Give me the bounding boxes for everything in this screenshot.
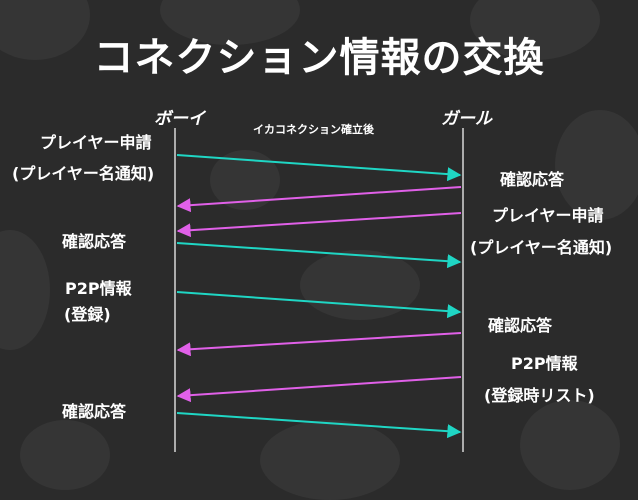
boy-final-ack-label: 確認応答 xyxy=(62,402,127,421)
girl-p2p-label: P2P情報 xyxy=(511,354,578,373)
msg-ack-return-2-arrow xyxy=(176,332,462,357)
boy-p2p-label: P2P情報 xyxy=(65,279,132,298)
boy-p2p-sub-label: (登録) xyxy=(64,305,111,324)
msg-final-ack-arrow xyxy=(176,412,462,439)
girl-ack-2-label: 確認応答 xyxy=(488,316,553,335)
girl-ack-label: 確認応答 xyxy=(500,170,565,189)
girl-player-request-label: プレイヤー申請 xyxy=(492,206,604,225)
slide: コネクション情報の交換 ボーイ ガール イカコネクション確立後 プレイヤー申請 … xyxy=(12,35,638,452)
girl-player-request-sub-label: (プレイヤー名通知) xyxy=(470,238,613,257)
boy-ack-label: 確認応答 xyxy=(62,232,127,251)
msg-p2p-list-arrow xyxy=(176,376,462,403)
slide-title: コネクション情報の交換 xyxy=(93,35,545,81)
msg-ack-arrow xyxy=(176,242,462,269)
msg-player-request-return-arrow xyxy=(176,212,462,238)
sequence-diagram xyxy=(174,128,464,452)
girl-label: ガール xyxy=(441,109,492,129)
boy-label: ボーイ xyxy=(154,109,205,129)
bg-blob xyxy=(20,420,110,490)
girl-p2p-sub-label: (登録時リスト) xyxy=(484,386,595,405)
bg-blob xyxy=(520,400,620,490)
boy-player-request-label: プレイヤー申請 xyxy=(40,133,152,152)
msg-ack-return-arrow xyxy=(176,186,462,213)
msg-player-request-arrow xyxy=(176,154,462,182)
connection-note: イカコネクション確立後 xyxy=(253,123,374,136)
bg-blob xyxy=(555,110,638,220)
boy-player-request-sub-label: (プレイヤー名通知) xyxy=(12,164,155,183)
msg-p2p-register-arrow xyxy=(176,291,462,319)
